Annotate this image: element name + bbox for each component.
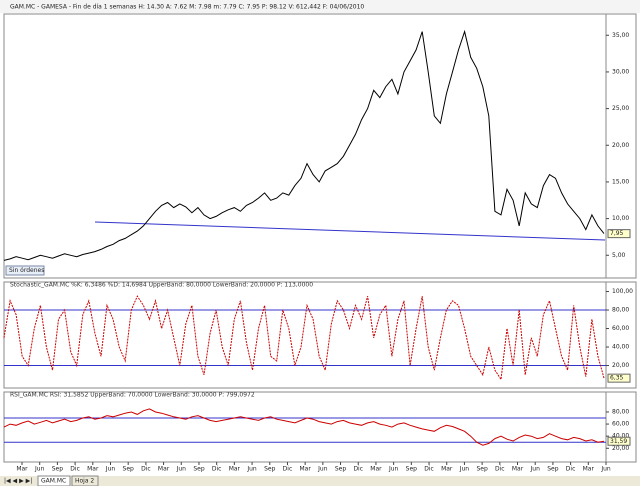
panel-frame — [3, 13, 637, 279]
y-tick-label: 20,00 — [612, 362, 629, 369]
x-tick-label: Jun — [530, 466, 541, 473]
tab[interactable] — [71, 475, 99, 486]
indicator-title: RSI_GAM.MC RSI: 31,5852 UpperBand: 70,00… — [10, 392, 255, 399]
x-tick-label: Mar — [16, 466, 28, 473]
x-tick-label: Dic — [424, 466, 434, 473]
panel-frame — [3, 281, 637, 389]
x-tick-label: Jun — [105, 466, 116, 473]
tab[interactable] — [37, 475, 71, 486]
last-value-label: 31,59 — [610, 438, 627, 445]
x-tick-label: Dic — [212, 466, 222, 473]
y-tick-label: 80,00 — [612, 408, 629, 415]
y-tick-label: 15,00 — [612, 178, 629, 185]
tab-label: GAM.MC — [41, 478, 66, 485]
y-tick-label: 40,00 — [612, 344, 629, 351]
y-tick-label: 80,00 — [612, 307, 629, 314]
x-tick-label: Sep — [406, 466, 418, 473]
x-tick-label: Dic — [495, 466, 505, 473]
last-value-box — [607, 373, 631, 383]
last-value-box — [607, 436, 631, 446]
x-tick-label: Mar — [583, 466, 595, 473]
y-tick-label: 35,00 — [612, 32, 629, 39]
y-tick-label: 60,00 — [612, 421, 629, 428]
trend-line — [94, 221, 606, 241]
x-tick-label: Sep — [52, 466, 64, 473]
x-tick-label: Sep — [264, 466, 276, 473]
y-tick-label: 25,00 — [612, 105, 629, 112]
y-tick-label: 30,00 — [612, 68, 629, 75]
x-tick-label: Jun — [459, 466, 470, 473]
y-tick-label: 40,00 — [612, 433, 629, 440]
x-tick-label: Sep — [193, 466, 205, 473]
y-tick-label: 5,00 — [612, 252, 626, 259]
x-tick-label: Sep — [476, 466, 488, 473]
x-tick-label: Dic — [70, 466, 80, 473]
series-line — [3, 295, 605, 381]
x-tick-label: Mar — [512, 466, 524, 473]
series-line — [3, 29, 605, 261]
indicator-title: Stochastic_GAM.MC %K: 6,3486 %D: 14,6984… — [10, 282, 313, 289]
last-value-label: 6,35 — [610, 375, 624, 382]
series-line — [3, 408, 605, 446]
x-tick-label: Jun — [246, 466, 257, 473]
orders-button[interactable] — [5, 265, 45, 276]
x-tick-label: Mar — [229, 466, 241, 473]
x-tick-label: Jun — [34, 466, 45, 473]
y-tick-label: 60,00 — [612, 325, 629, 332]
chart-title: GAM.MC - GAMESA - Fin de día 1 semanas H… — [10, 4, 364, 11]
x-tick-label: Dic — [141, 466, 151, 473]
tab-bar — [0, 476, 640, 486]
tab-label: Hoja 2 — [75, 478, 94, 485]
x-tick-label: Mar — [370, 466, 382, 473]
x-tick-label: Jun — [388, 466, 399, 473]
x-tick-label: Mar — [158, 466, 170, 473]
orders-button-label: Sin órdenes — [9, 267, 44, 274]
y-tick-label: 100,00 — [612, 288, 633, 295]
x-tick-label: Sep — [547, 466, 559, 473]
x-tick-label: Jun — [317, 466, 328, 473]
x-tick-label: Dic — [283, 466, 293, 473]
x-tick-label: Dic — [566, 466, 576, 473]
last-value-box — [607, 229, 631, 239]
x-tick-label: Dic — [353, 466, 363, 473]
y-tick-label: 10,00 — [612, 215, 629, 222]
x-tick-label: Sep — [123, 466, 135, 473]
x-tick-label: Mar — [441, 466, 453, 473]
x-tick-label: Mar — [87, 466, 99, 473]
y-tick-label: 20,00 — [612, 142, 629, 149]
tab-nav: |◀ ◀ ▶ ▶| — [4, 478, 32, 485]
header-bar — [0, 0, 640, 13]
y-tick-label: 20,00 — [612, 445, 629, 452]
x-tick-label: Jun — [176, 466, 187, 473]
last-value-label: 7,95 — [610, 230, 624, 237]
x-tick-label: Sep — [335, 466, 347, 473]
x-tick-label: Jun — [600, 466, 611, 473]
x-tick-label: Mar — [299, 466, 311, 473]
